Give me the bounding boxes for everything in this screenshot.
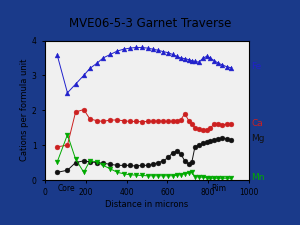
Text: Rim: Rim <box>212 184 226 193</box>
Text: Mn: Mn <box>251 173 265 182</box>
Text: Ca: Ca <box>251 119 263 128</box>
Text: MVE06-5-3 Garnet Traverse: MVE06-5-3 Garnet Traverse <box>69 17 231 30</box>
Y-axis label: Cations per formula unit: Cations per formula unit <box>20 59 29 162</box>
Text: Mg: Mg <box>251 134 265 143</box>
Text: Fe: Fe <box>251 62 261 71</box>
Text: Core: Core <box>57 184 75 193</box>
X-axis label: Distance in microns: Distance in microns <box>105 200 189 209</box>
